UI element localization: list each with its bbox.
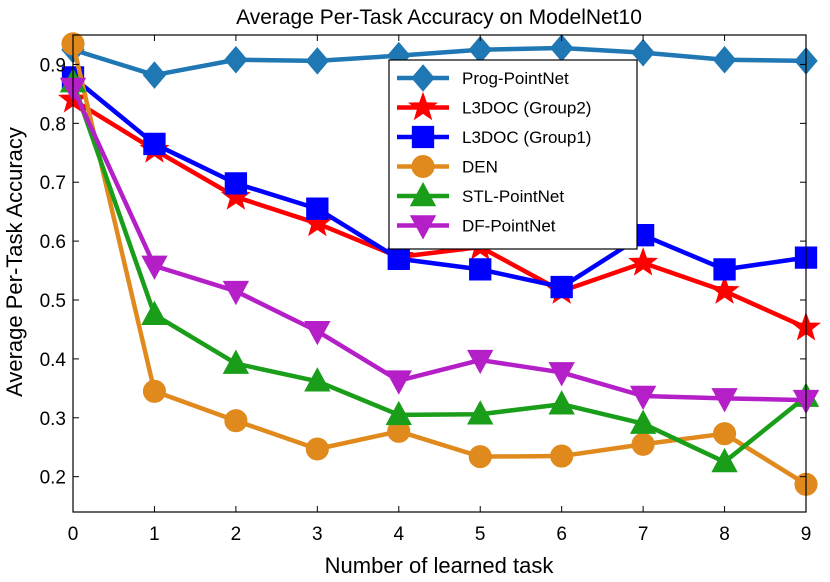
y-tick-label: 0.4 bbox=[40, 350, 67, 371]
legend-item: Prog-PointNet bbox=[397, 64, 569, 92]
legend-marker bbox=[407, 91, 439, 121]
data-point bbox=[628, 247, 659, 276]
y-tick-label: 0.6 bbox=[40, 232, 66, 253]
y-tick-label: 0.9 bbox=[40, 55, 66, 76]
legend: Prog-PointNet L3DOC (Group2) L3DOC (Group1… bbox=[388, 59, 638, 250]
y-tick-label: 0.5 bbox=[40, 291, 66, 312]
legend-item: DEN bbox=[397, 154, 498, 179]
y-tick-label: 0.8 bbox=[40, 114, 66, 135]
ticks-layer: 0 1 2 3 4 5 6 7 8 9 0.2 0.3 0.4 0.5 0.6 0.7 0.8 0.9 bbox=[40, 35, 812, 545]
plot-frame bbox=[72, 34, 807, 513]
legend-item: L3DOC (Group1) bbox=[397, 125, 591, 149]
legend-label: DF-PointNet bbox=[462, 217, 556, 236]
series-layer bbox=[57, 32, 822, 496]
data-point bbox=[469, 258, 492, 281]
data-point bbox=[142, 61, 167, 89]
data-point bbox=[550, 444, 574, 468]
data-point bbox=[142, 379, 166, 403]
legend-label: Prog-PointNet bbox=[462, 69, 569, 88]
data-point bbox=[305, 437, 329, 461]
series-line bbox=[70, 87, 807, 403]
legend-marker bbox=[411, 125, 435, 149]
data-point bbox=[629, 385, 657, 411]
data-point bbox=[222, 349, 250, 374]
legend-marker bbox=[409, 215, 437, 240]
data-point bbox=[224, 409, 248, 433]
data-point bbox=[224, 45, 248, 74]
data-point bbox=[712, 45, 737, 74]
x-tick-label: 5 bbox=[475, 524, 486, 545]
x-tick-label: 0 bbox=[68, 524, 79, 545]
x-tick-label: 3 bbox=[312, 524, 323, 545]
data-point bbox=[711, 447, 738, 473]
data-point bbox=[468, 445, 492, 469]
legend-item: STL-PointNet bbox=[397, 181, 564, 207]
legend-item: DF-PointNet bbox=[397, 215, 556, 240]
data-point bbox=[709, 275, 740, 304]
y-tick-label: 0.7 bbox=[40, 173, 66, 194]
data-point bbox=[631, 38, 655, 67]
x-axis-label: Number of learned task bbox=[325, 553, 555, 578]
legend-item: L3DOC (Group2) bbox=[397, 91, 591, 121]
series-5 bbox=[59, 77, 820, 415]
series-line bbox=[71, 75, 807, 290]
legend-label: L3DOC (Group1) bbox=[462, 128, 591, 147]
x-tick-label: 2 bbox=[231, 524, 242, 545]
data-point bbox=[550, 275, 573, 299]
data-point bbox=[385, 400, 412, 426]
series-line bbox=[71, 97, 807, 330]
data-point bbox=[713, 422, 737, 446]
x-tick-label: 9 bbox=[801, 524, 812, 545]
series-line bbox=[70, 43, 808, 487]
data-point bbox=[222, 280, 250, 306]
x-tick-label: 4 bbox=[393, 524, 404, 545]
data-point bbox=[304, 320, 331, 346]
series-line bbox=[72, 45, 807, 78]
legend-marker bbox=[411, 64, 435, 92]
data-point bbox=[387, 247, 410, 270]
data-point bbox=[548, 362, 575, 387]
y-tick-label: 0.2 bbox=[40, 468, 66, 489]
x-tick-label: 8 bbox=[719, 524, 730, 545]
data-point bbox=[631, 432, 655, 456]
data-point bbox=[143, 132, 166, 156]
data-point bbox=[467, 400, 494, 425]
legend-label: STL-PointNet bbox=[462, 187, 564, 206]
legend-marker bbox=[409, 181, 437, 207]
data-point bbox=[713, 258, 736, 281]
legend-label: L3DOC (Group2) bbox=[462, 99, 591, 118]
data-point bbox=[141, 300, 168, 325]
data-point bbox=[141, 255, 168, 280]
data-point bbox=[548, 390, 575, 415]
data-point bbox=[629, 409, 657, 434]
legend-label: DEN bbox=[462, 158, 498, 177]
data-point bbox=[304, 367, 331, 392]
data-point bbox=[224, 172, 248, 195]
chart-title: Average Per-Task Accuracy on ModelNet10 bbox=[236, 6, 642, 29]
series-3 bbox=[61, 32, 818, 496]
y-axis-label: Average Per-Task Accuracy bbox=[2, 127, 27, 397]
y-tick-label: 0.3 bbox=[40, 409, 66, 430]
data-point bbox=[467, 349, 494, 375]
data-point bbox=[306, 197, 329, 220]
legend-marker bbox=[411, 154, 435, 179]
x-tick-label: 7 bbox=[638, 524, 649, 545]
data-point bbox=[711, 388, 738, 413]
x-tick-label: 6 bbox=[556, 524, 567, 545]
series-line bbox=[70, 81, 808, 465]
data-point bbox=[385, 370, 412, 395]
x-tick-label: 1 bbox=[149, 524, 160, 545]
data-point bbox=[305, 47, 330, 75]
